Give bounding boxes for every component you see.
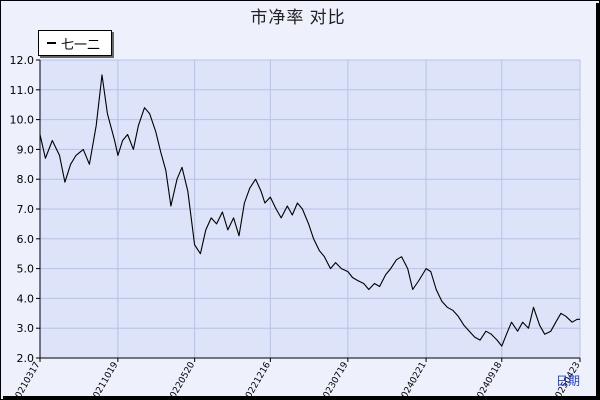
x-tick-label: 20240918 <box>473 360 505 400</box>
y-tick-label: 6.0 <box>17 233 35 246</box>
frame-shadow-right <box>596 3 599 399</box>
y-tick-label: 5.0 <box>17 263 35 276</box>
x-axis-label: 日期 <box>556 374 581 388</box>
x-tick-label: 20211019 <box>89 360 121 400</box>
x-tick-label: 20220520 <box>166 360 198 400</box>
y-tick-label: 10.0 <box>10 114 35 127</box>
y-tick-label: 11.0 <box>10 84 35 97</box>
legend-label: 七一二 <box>61 37 101 52</box>
x-tick-label: 20210317 <box>11 361 43 400</box>
y-tick-label: 12.0 <box>10 54 35 67</box>
legend-swatch <box>47 42 56 44</box>
y-tick-label: 4.0 <box>17 292 35 305</box>
series-line <box>39 74 580 347</box>
chart-legend: 七一二 <box>38 30 112 56</box>
y-tick-label: 7.0 <box>17 203 35 216</box>
x-tick-label: 20240221 <box>397 361 429 400</box>
x-tick-label: 20221216 <box>241 360 273 400</box>
chart-title: 市净率 对比 <box>250 8 346 27</box>
y-tick-label: 2.0 <box>17 352 35 365</box>
y-tick-label: 8.0 <box>17 173 35 186</box>
y-tick-label: 9.0 <box>17 143 35 156</box>
x-tick-label: 20230719 <box>319 360 351 400</box>
y-tick-label: 3.0 <box>17 322 35 335</box>
frame-shadow-bottom <box>3 396 599 399</box>
